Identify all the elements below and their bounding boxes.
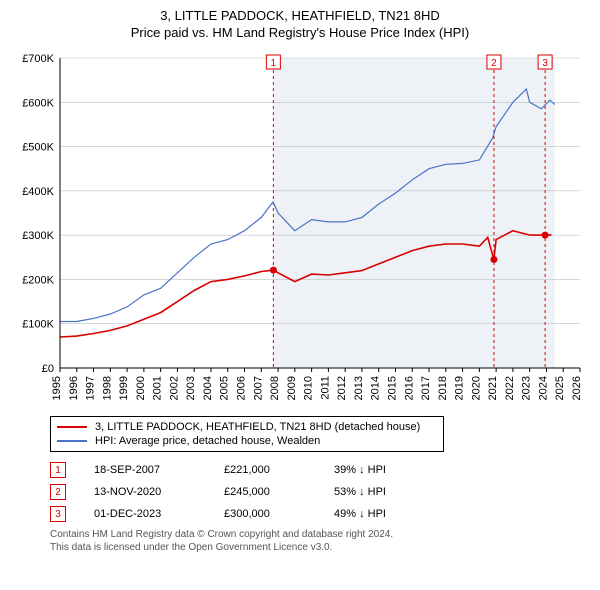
svg-text:£700K: £700K [22,53,54,65]
svg-text:£0: £0 [42,363,54,375]
event-date: 01-DEC-2023 [94,508,224,520]
event-price: £300,000 [224,508,334,520]
svg-text:£500K: £500K [22,141,54,153]
svg-text:2022: 2022 [504,376,516,400]
svg-text:2013: 2013 [353,376,365,400]
svg-text:2014: 2014 [370,376,382,400]
legend: 3, LITTLE PADDOCK, HEATHFIELD, TN21 8HD … [50,416,444,453]
svg-text:2008: 2008 [269,376,281,400]
svg-text:2000: 2000 [135,376,147,400]
svg-text:1995: 1995 [51,376,63,400]
footer: Contains HM Land Registry data © Crown c… [50,528,590,554]
event-row: 2 13-NOV-2020 £245,000 53% ↓ HPI [50,484,590,500]
event-pct: 53% ↓ HPI [334,486,386,498]
event-pct: 49% ↓ HPI [334,508,386,520]
svg-text:2002: 2002 [168,376,180,400]
svg-text:2010: 2010 [303,376,315,400]
events-table: 1 18-SEP-2007 £221,000 39% ↓ HPI 2 13-NO… [50,462,590,522]
svg-text:2024: 2024 [537,376,549,400]
svg-text:1: 1 [271,58,277,69]
chart-title: 3, LITTLE PADDOCK, HEATHFIELD, TN21 8HD … [10,8,590,42]
event-price: £245,000 [224,486,334,498]
svg-text:1996: 1996 [68,376,80,400]
legend-item: HPI: Average price, detached house, Weal… [57,434,437,448]
svg-text:2025: 2025 [554,376,566,400]
event-pct: 39% ↓ HPI [334,464,386,476]
svg-text:2012: 2012 [336,376,348,400]
svg-text:£400K: £400K [22,186,54,198]
svg-text:2005: 2005 [219,376,231,400]
svg-text:2004: 2004 [202,376,214,400]
chart-svg: £0 £100K £200K £300K £400K £500K £600K £700K 1 2 3… [10,48,590,408]
title-line-1: 3, LITTLE PADDOCK, HEATHFIELD, TN21 8HD [10,8,590,25]
chart-container: 3, LITTLE PADDOCK, HEATHFIELD, TN21 8HD … [0,0,600,590]
svg-text:2009: 2009 [286,376,298,400]
title-line-2: Price paid vs. HM Land Registry's House … [10,25,590,42]
svg-text:2: 2 [491,58,497,69]
svg-text:2020: 2020 [470,376,482,400]
footer-line-1: Contains HM Land Registry data © Crown c… [50,528,590,541]
event-row: 1 18-SEP-2007 £221,000 39% ↓ HPI [50,462,590,478]
event-marker: 3 [50,506,66,522]
event-marker: 1 [50,462,66,478]
chart-area: £0 £100K £200K £300K £400K £500K £600K £700K 1 2 3… [10,48,590,408]
svg-text:2021: 2021 [487,376,499,400]
svg-text:2023: 2023 [521,376,533,400]
svg-text:2015: 2015 [386,376,398,400]
svg-text:2017: 2017 [420,376,432,400]
svg-text:1999: 1999 [118,376,130,400]
event-date: 18-SEP-2007 [94,464,224,476]
event-date: 13-NOV-2020 [94,486,224,498]
svg-text:2016: 2016 [403,376,415,400]
svg-text:£300K: £300K [22,230,54,242]
svg-text:£100K: £100K [22,318,54,330]
footer-line-2: This data is licensed under the Open Gov… [50,541,590,554]
svg-text:2019: 2019 [454,376,466,400]
svg-text:2001: 2001 [152,376,164,400]
svg-text:£200K: £200K [22,274,54,286]
svg-text:2026: 2026 [571,376,583,400]
svg-text:2007: 2007 [252,376,264,400]
svg-text:2006: 2006 [236,376,248,400]
legend-swatch [57,426,87,428]
svg-text:2003: 2003 [185,376,197,400]
legend-label: 3, LITTLE PADDOCK, HEATHFIELD, TN21 8HD … [95,420,420,434]
event-price: £221,000 [224,464,334,476]
event-marker: 2 [50,484,66,500]
svg-text:£600K: £600K [22,97,54,109]
svg-text:3: 3 [542,58,548,69]
legend-swatch [57,440,87,442]
svg-text:1998: 1998 [101,376,113,400]
svg-text:2011: 2011 [319,376,331,400]
svg-text:2018: 2018 [437,376,449,400]
legend-label: HPI: Average price, detached house, Weal… [95,434,320,448]
legend-item: 3, LITTLE PADDOCK, HEATHFIELD, TN21 8HD … [57,420,437,434]
event-row: 3 01-DEC-2023 £300,000 49% ↓ HPI [50,506,590,522]
svg-text:1997: 1997 [85,376,97,400]
